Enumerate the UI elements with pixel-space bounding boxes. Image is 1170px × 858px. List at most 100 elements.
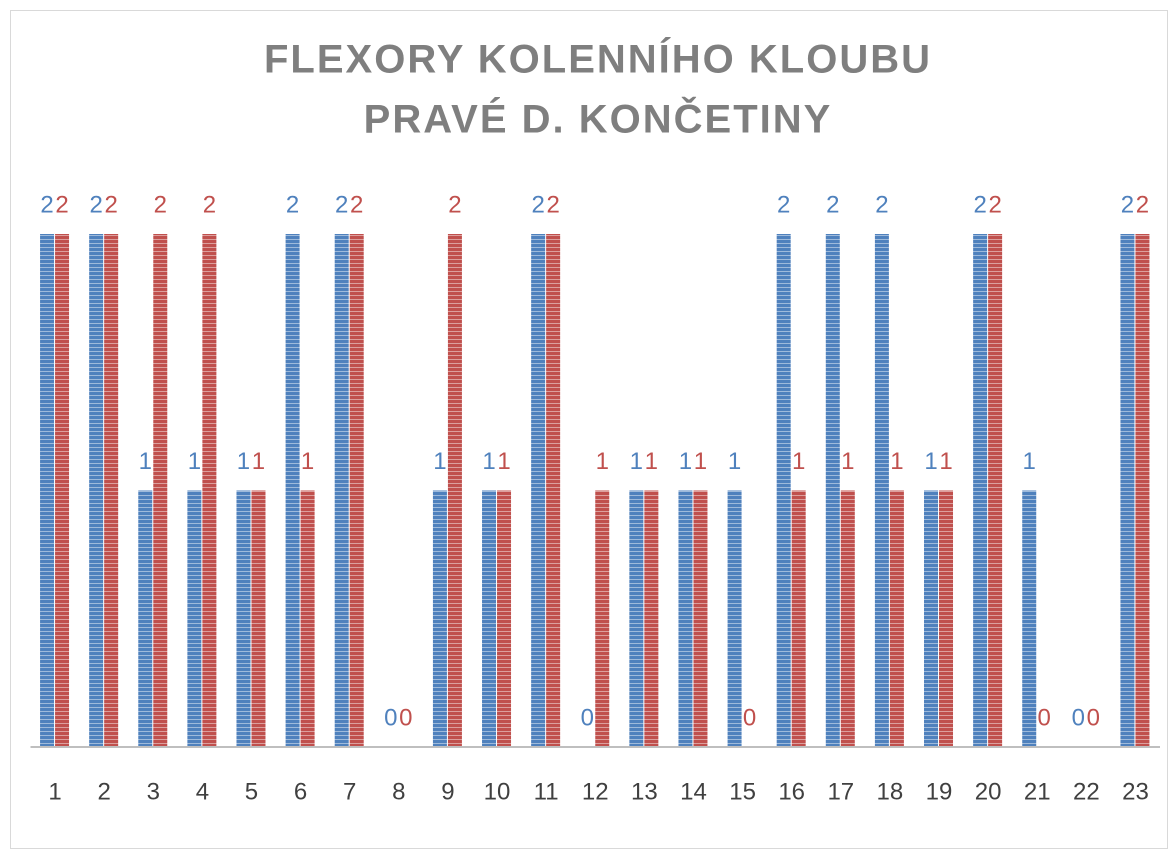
data-label: 1 [497,448,510,475]
bar [202,234,217,747]
bar [482,490,497,747]
bar [300,490,315,747]
x-tick-label: 2 [97,778,110,805]
data-label: 1 [890,448,903,475]
data-label: 1 [679,448,692,475]
bar [629,490,644,747]
data-label: 1 [694,448,707,475]
bar [447,234,462,747]
bar [988,234,1003,747]
data-label: 2 [531,191,544,218]
bar [89,234,104,747]
bar [285,234,300,747]
data-label: 1 [792,448,805,475]
bar [776,234,791,747]
x-tick-label: 18 [877,778,904,805]
data-label: 1 [139,448,152,475]
x-tick-label: 10 [484,778,511,805]
bar [874,234,889,747]
data-label: 2 [104,191,117,218]
data-label: 1 [252,448,265,475]
bar [432,490,447,747]
x-tick-label: 1 [48,778,61,805]
bar [939,490,954,747]
data-label: 2 [89,191,102,218]
data-label: 2 [286,191,299,218]
data-label: 2 [154,191,167,218]
bar [791,490,806,747]
bar [497,490,512,747]
data-label: 2 [350,191,363,218]
bar [727,490,742,747]
x-tick-label: 15 [729,778,756,805]
bar [644,490,659,747]
x-tick-label: 6 [294,778,307,805]
data-label: 2 [875,191,888,218]
x-tick-label: 22 [1073,778,1100,805]
data-label: 1 [924,448,937,475]
bar [40,234,55,747]
bar [187,490,202,747]
x-tick-label: 11 [534,778,559,805]
bar [693,490,708,747]
bar [138,490,153,747]
x-tick-label: 23 [1122,778,1149,805]
data-label: 0 [384,704,397,731]
data-label: 1 [433,448,446,475]
data-label: 2 [546,191,559,218]
bar [973,234,988,747]
data-label: 2 [55,191,68,218]
data-label: 2 [826,191,839,218]
data-label: 2 [40,191,53,218]
data-label: 2 [335,191,348,218]
bar [595,490,610,747]
data-label: 1 [841,448,854,475]
chart-title: PRAVÉ D. KONČETINY [364,96,833,142]
data-label: 2 [203,191,216,218]
bar [840,490,855,747]
data-label: 2 [777,191,790,218]
data-label: 2 [1136,191,1149,218]
x-tick-label: 3 [147,778,160,805]
data-label: 0 [399,704,412,731]
bar [1022,490,1037,747]
data-label: 2 [1121,191,1134,218]
bar [153,234,168,747]
bar [531,234,546,747]
chart-title: FLEXORY KOLENNÍHO KLOUBU [264,37,932,82]
data-label: 0 [1038,704,1051,731]
data-label: 2 [973,191,986,218]
bar [236,490,251,747]
x-tick-label: 12 [582,778,609,805]
bar [678,490,693,747]
bar [924,490,939,747]
x-tick-label: 8 [392,778,405,805]
bar [889,490,904,747]
bar [251,490,266,747]
bar [1120,234,1135,747]
bar [349,234,364,747]
x-tick-label: 21 [1024,778,1051,805]
x-tick-label: 20 [975,778,1002,805]
x-tick-label: 16 [778,778,805,805]
bar [104,234,119,747]
data-label: 0 [1087,704,1100,731]
bar [546,234,561,747]
data-label: 1 [630,448,643,475]
x-tick-label: 13 [631,778,658,805]
data-label: 1 [939,448,952,475]
data-label: 1 [301,448,314,475]
data-label: 1 [596,448,609,475]
data-label: 0 [1072,704,1085,731]
data-label: 1 [1023,448,1036,475]
bar [1135,234,1150,747]
data-label: 1 [728,448,741,475]
data-label: 1 [237,448,250,475]
data-label: 2 [448,191,461,218]
x-tick-label: 7 [343,778,356,805]
x-tick-label: 9 [441,778,454,805]
data-label: 1 [482,448,495,475]
bar [55,234,70,747]
x-tick-label: 4 [196,778,209,805]
